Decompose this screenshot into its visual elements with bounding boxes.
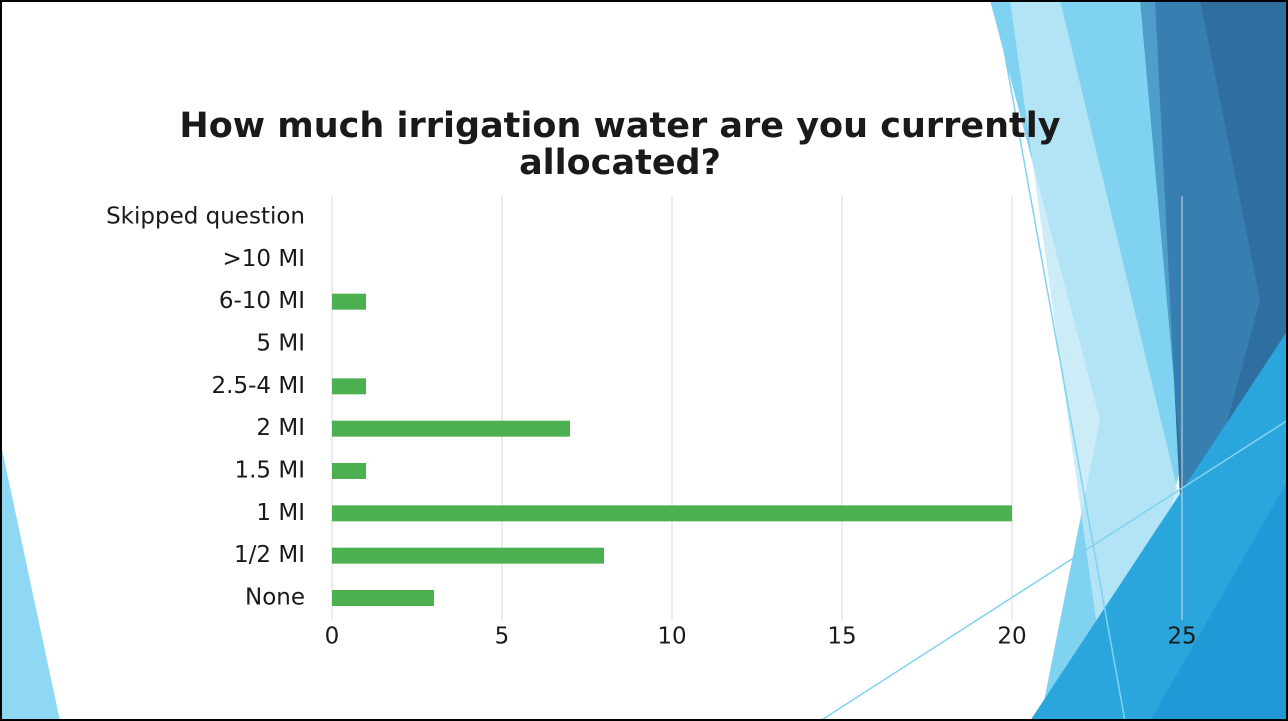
x-tick-label: 10 [657,624,686,650]
x-tick-label: 15 [827,624,856,650]
bar [332,463,366,479]
bar [332,293,366,310]
x-tick-label: 25 [1167,624,1196,650]
bar [332,590,434,606]
y-tick-label: 1/2 MI [234,542,305,568]
shape [0,440,60,721]
shape [1010,0,1180,721]
bar [332,378,366,395]
bar [332,547,604,564]
y-tick-label: >10 MI [223,246,305,272]
line-accent [819,419,1288,721]
bar [332,505,1012,522]
y-tick-label: 5 MI [256,331,305,357]
y-tick-label: 2 MI [256,415,305,441]
y-tick-label: Skipped question [106,204,305,230]
line-accent [994,0,1126,721]
y-tick-label: 1.5 MI [234,458,305,484]
y-tick-label: 6-10 MI [219,288,305,314]
y-tick-label: None [245,585,305,611]
x-tick-label: 5 [495,624,510,650]
shape [1140,0,1260,560]
x-tick-label: 0 [325,624,340,650]
y-tick-label: 1 MI [256,500,305,526]
shape [1150,480,1288,721]
y-tick-label: 2.5-4 MI [212,373,305,399]
x-tick-label: 20 [997,624,1026,650]
bar [332,420,570,437]
chart-title: How much irrigation water are you curren… [179,106,1061,183]
